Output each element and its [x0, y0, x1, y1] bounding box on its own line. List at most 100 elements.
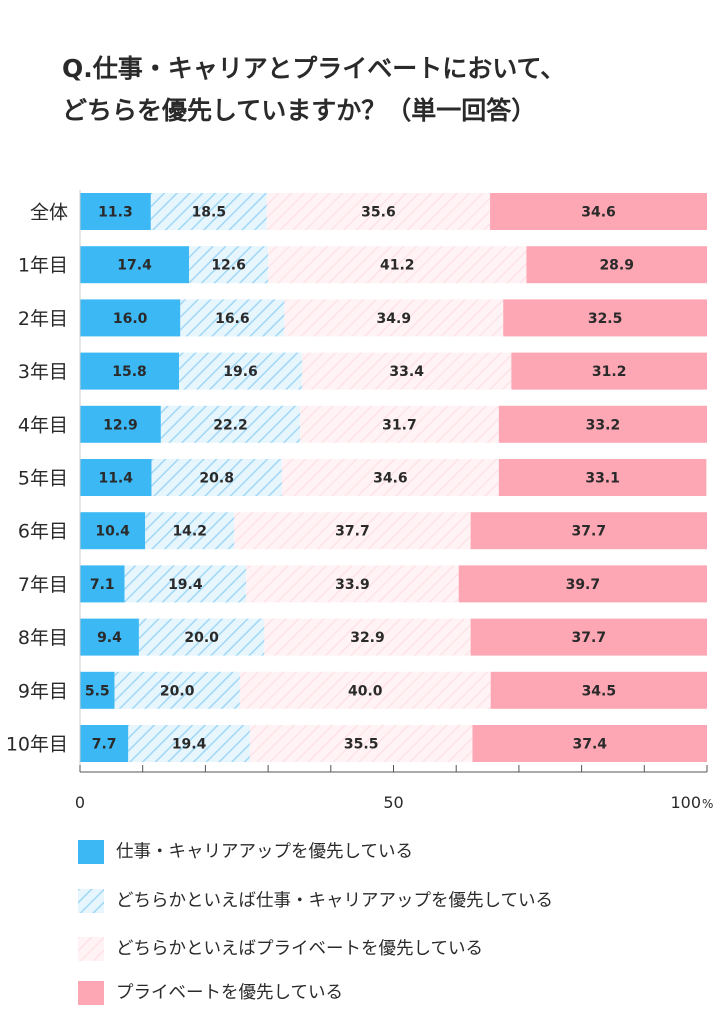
data-label: 34.9: [377, 311, 412, 327]
bar-segment-lean-private: [266, 193, 491, 230]
data-label: 11.4: [98, 471, 133, 487]
data-label: 37.4: [572, 737, 607, 753]
data-label: 32.5: [588, 311, 623, 327]
legend-swatch-work: [78, 840, 104, 864]
bar-segment-work: [80, 352, 180, 390]
category-label: 10年目: [6, 734, 68, 756]
x-tick-label: 100: [670, 793, 701, 812]
data-label: 19.4: [168, 577, 203, 593]
data-label: 10.4: [95, 524, 130, 540]
data-label: 19.4: [172, 737, 207, 753]
bar-segment-private: [511, 352, 707, 390]
data-label: 31.2: [592, 364, 627, 380]
bar-segment-work: [80, 565, 125, 603]
bar-segment-lean-work: [145, 512, 235, 550]
data-label: 33.4: [389, 364, 424, 380]
bar-segment-lean-work: [114, 671, 240, 709]
data-label: 11.3: [98, 205, 133, 221]
data-label: 33.9: [335, 577, 370, 593]
bar-segment-private: [503, 299, 707, 337]
data-label: 22.2: [213, 417, 248, 433]
category-label: 8年目: [18, 627, 68, 649]
bar-segment-work: [80, 299, 181, 337]
bar-segment-private: [470, 512, 707, 550]
bar-segment-lean-work: [128, 725, 250, 762]
legend-label-lean-private: どちらかといえばプライベートを優先している: [116, 939, 483, 959]
data-label: 9.4: [97, 630, 122, 646]
category-label: 9年目: [18, 680, 68, 702]
bar-segment-lean-private: [249, 725, 473, 762]
data-label: 28.9: [599, 258, 634, 274]
bar-segment-lean-work: [189, 246, 269, 284]
legend-swatch-lean-work: [78, 889, 104, 913]
bar-segment-work: [80, 459, 152, 496]
bar-segment-lean-work: [124, 565, 247, 603]
bar-segment-work: [80, 405, 161, 443]
bar-segment-lean-work: [179, 352, 302, 390]
data-label: 16.6: [215, 311, 250, 327]
bar-segment-private: [526, 246, 707, 284]
bar-segment-private: [498, 405, 707, 443]
legend-label-work: 仕事・キャリアアップを優先している: [116, 842, 413, 862]
chart-title-line-2: どちらを優先していますか？（単一回答）: [62, 96, 537, 125]
bar-segment-lean-private: [284, 299, 504, 337]
bar-segment-work: [80, 725, 129, 762]
bar-segment-work: [80, 246, 190, 284]
data-label: 18.5: [192, 205, 227, 221]
bar-segment-lean-private: [301, 352, 512, 390]
bar-segment-lean-work: [180, 299, 285, 337]
legend-swatch-lean-private: [78, 937, 104, 961]
data-label: 37.7: [572, 630, 607, 646]
data-label: 34.5: [582, 683, 617, 699]
bar-segment-private: [498, 459, 707, 496]
bar-segment-private: [458, 565, 707, 603]
data-label: 5.5: [85, 683, 110, 699]
bar-segment-private: [490, 671, 707, 709]
data-label: 32.9: [350, 630, 385, 646]
bar-segment-lean-private: [234, 512, 471, 550]
category-label: 5年目: [18, 468, 68, 490]
bar-segment-work: [80, 193, 151, 230]
data-label: 34.6: [373, 471, 408, 487]
data-label: 20.8: [199, 471, 234, 487]
legend-swatch-private: [78, 981, 104, 1005]
bar-segment-work: [80, 671, 115, 709]
data-label: 40.0: [348, 683, 383, 699]
data-label: 37.7: [335, 524, 370, 540]
bar-segment-work: [80, 512, 146, 550]
category-label: 6年目: [18, 521, 68, 543]
data-label: 19.6: [223, 364, 258, 380]
bar-segment-lean-private: [300, 405, 499, 443]
data-label: 12.9: [103, 417, 138, 433]
bar-segment-lean-work: [150, 193, 267, 230]
bar-segment-lean-private: [239, 671, 491, 709]
bar-segment-lean-private: [264, 618, 471, 656]
data-label: 12.6: [211, 258, 246, 274]
category-label: 2年目: [18, 308, 68, 330]
bar-segment-private: [490, 193, 707, 230]
bar-segment-lean-private: [268, 246, 527, 284]
data-label: 39.7: [566, 577, 601, 593]
data-label: 20.0: [184, 630, 219, 646]
data-label: 16.0: [113, 311, 148, 327]
x-tick-label: 50: [383, 793, 403, 812]
legend-label-private: プライベートを優先している: [116, 983, 343, 1003]
category-label: 4年目: [18, 414, 68, 436]
data-label: 7.1: [90, 577, 115, 593]
data-label: 20.0: [160, 683, 195, 699]
data-label: 41.2: [380, 258, 415, 274]
bar-segment-work: [80, 618, 139, 656]
data-label: 31.7: [382, 417, 417, 433]
data-label: 17.4: [117, 258, 152, 274]
bar-segment-private: [472, 725, 707, 762]
category-label: 7年目: [18, 574, 68, 596]
data-label: 15.8: [112, 364, 147, 380]
data-label: 33.1: [585, 471, 620, 487]
bar-segment-lean-private: [246, 565, 459, 603]
category-label: 全体: [30, 202, 68, 224]
chart-title-line-1: Q.仕事・キャリアとプライベートにおいて、: [62, 54, 566, 83]
x-tick-unit: %: [702, 797, 713, 811]
category-label: 3年目: [18, 361, 68, 383]
bar-segment-lean-work: [160, 405, 301, 443]
chart-title: Q.仕事・キャリアとプライベートにおいて、 どちらを優先していますか？（単一回答…: [62, 48, 702, 132]
